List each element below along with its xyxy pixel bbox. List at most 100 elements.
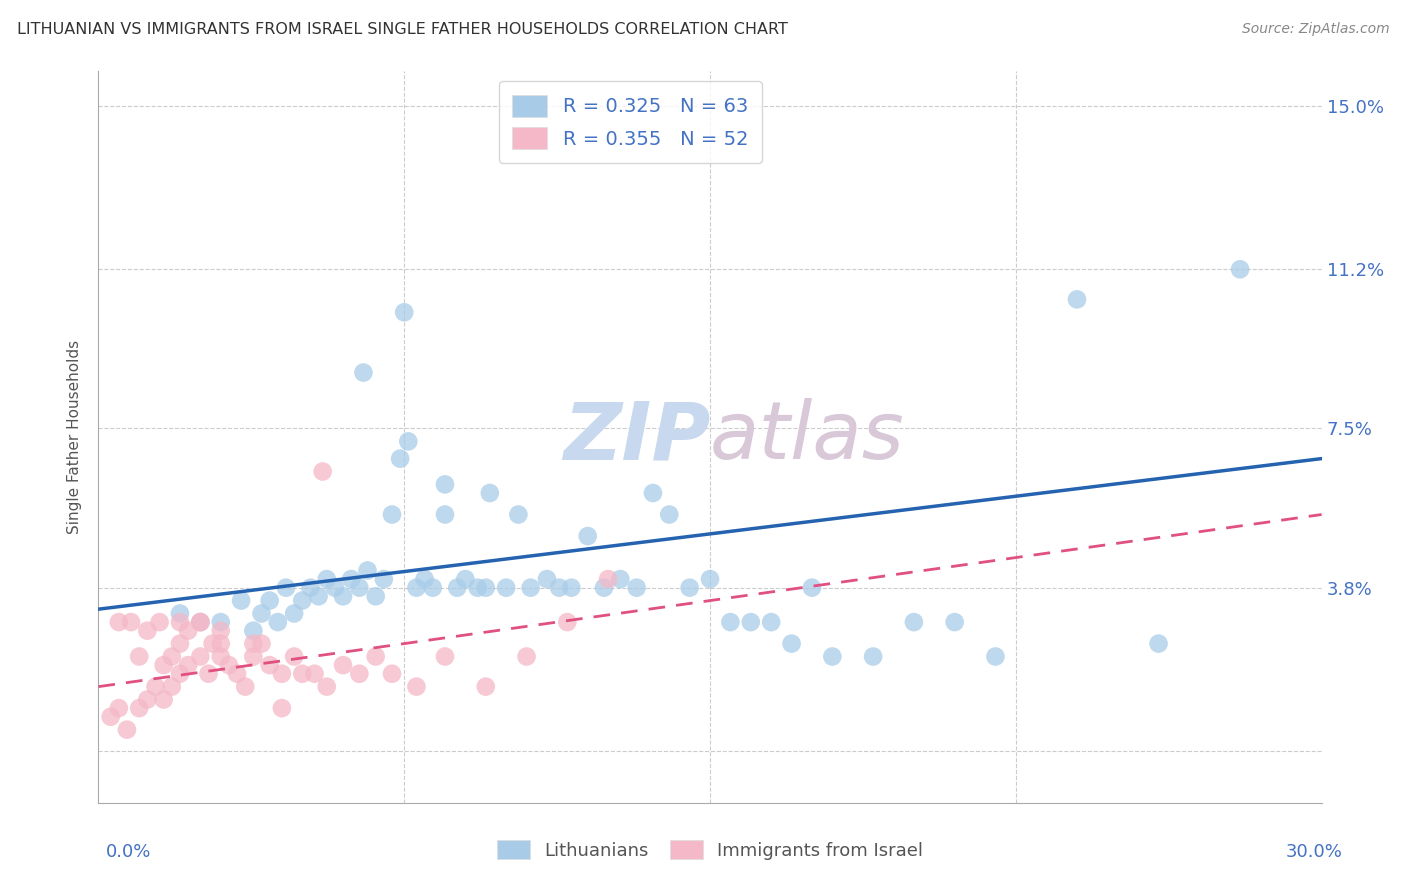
Point — [160, 649, 183, 664]
Text: atlas: atlas — [710, 398, 905, 476]
Point — [291, 593, 314, 607]
Point — [598, 572, 620, 586]
Point — [188, 615, 212, 629]
Point — [136, 692, 159, 706]
Point — [405, 581, 427, 595]
Point — [903, 615, 925, 629]
Point — [718, 615, 742, 629]
Point — [340, 572, 363, 586]
Point — [1066, 293, 1088, 307]
Point — [761, 615, 783, 629]
Point — [332, 658, 354, 673]
Point — [679, 581, 702, 595]
Text: Source: ZipAtlas.com: Source: ZipAtlas.com — [1241, 22, 1389, 37]
Point — [152, 658, 174, 673]
Point — [218, 658, 240, 673]
Point — [250, 607, 273, 621]
Point — [169, 637, 191, 651]
Point — [188, 615, 212, 629]
Point — [169, 666, 191, 681]
Point — [392, 305, 416, 319]
Point — [699, 572, 721, 586]
Point — [560, 581, 582, 595]
Point — [641, 486, 664, 500]
Point — [259, 593, 281, 607]
Point — [242, 649, 264, 664]
Text: 30.0%: 30.0% — [1286, 843, 1343, 861]
Point — [323, 581, 346, 595]
Point — [1147, 637, 1170, 651]
Point — [145, 680, 167, 694]
Point — [283, 649, 305, 664]
Text: 0.0%: 0.0% — [105, 843, 150, 861]
Point — [209, 649, 232, 664]
Point — [593, 581, 616, 595]
Point — [152, 692, 174, 706]
Point — [188, 615, 212, 629]
Point — [446, 581, 468, 595]
Point — [242, 624, 264, 638]
Point — [108, 701, 131, 715]
Point — [413, 572, 436, 586]
Text: LITHUANIAN VS IMMIGRANTS FROM ISRAEL SINGLE FATHER HOUSEHOLDS CORRELATION CHART: LITHUANIAN VS IMMIGRANTS FROM ISRAEL SIN… — [17, 22, 787, 37]
Point — [349, 581, 371, 595]
Point — [434, 649, 457, 664]
Point — [250, 637, 273, 651]
Point — [115, 723, 138, 737]
Point — [434, 477, 457, 491]
Point — [352, 366, 374, 380]
Point — [821, 649, 844, 664]
Point — [356, 564, 378, 578]
Point — [536, 572, 558, 586]
Point — [120, 615, 142, 629]
Point — [467, 581, 489, 595]
Point — [160, 680, 183, 694]
Point — [332, 589, 354, 603]
Point — [373, 572, 395, 586]
Point — [943, 615, 966, 629]
Point — [626, 581, 648, 595]
Point — [209, 637, 232, 651]
Point — [1229, 262, 1251, 277]
Point — [740, 615, 762, 629]
Point — [233, 680, 256, 694]
Point — [209, 615, 232, 629]
Point — [609, 572, 631, 586]
Point — [862, 649, 884, 664]
Point — [405, 680, 427, 694]
Point — [396, 434, 419, 449]
Point — [364, 649, 387, 664]
Legend: Lithuanians, Immigrants from Israel: Lithuanians, Immigrants from Israel — [489, 833, 931, 867]
Point — [169, 607, 191, 621]
Point — [209, 624, 232, 638]
Point — [984, 649, 1007, 664]
Text: ZIP: ZIP — [562, 398, 710, 476]
Point — [312, 465, 335, 479]
Point — [197, 666, 219, 681]
Point — [381, 508, 404, 522]
Y-axis label: Single Father Households: Single Father Households — [67, 340, 83, 534]
Point — [508, 508, 530, 522]
Point — [349, 666, 371, 681]
Point — [169, 615, 191, 629]
Point — [283, 607, 305, 621]
Point — [364, 589, 387, 603]
Point — [315, 572, 337, 586]
Point — [226, 666, 249, 681]
Point — [555, 615, 579, 629]
Point — [801, 581, 824, 595]
Point — [389, 451, 412, 466]
Point — [474, 581, 498, 595]
Point — [177, 624, 200, 638]
Point — [242, 637, 264, 651]
Point — [201, 637, 224, 651]
Point — [149, 615, 172, 629]
Point — [188, 649, 212, 664]
Point — [516, 649, 538, 664]
Point — [454, 572, 477, 586]
Point — [270, 701, 294, 715]
Point — [315, 680, 337, 694]
Point — [434, 508, 457, 522]
Point — [128, 649, 150, 664]
Point — [267, 615, 290, 629]
